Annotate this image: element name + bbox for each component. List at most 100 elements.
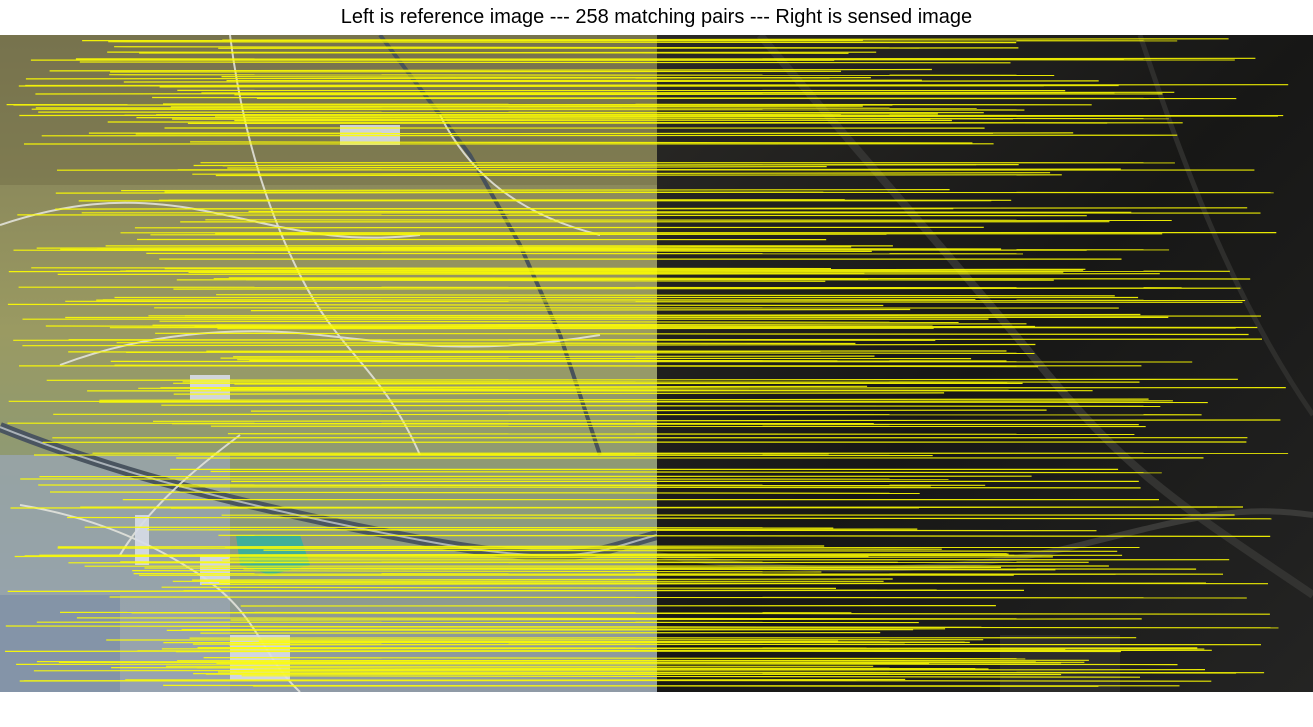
match-line (33, 454, 933, 457)
match-line (102, 299, 1246, 301)
match-line (195, 553, 1009, 556)
match-line (6, 103, 840, 106)
match-line (248, 210, 1132, 213)
match-line (7, 303, 884, 307)
match-line (147, 529, 1097, 532)
match-line (46, 378, 1238, 381)
match-line (8, 400, 1208, 404)
match-line (228, 277, 1251, 280)
match-line (84, 526, 834, 529)
match-line (222, 38, 1229, 41)
match-line (200, 631, 881, 634)
match-line (65, 300, 1243, 303)
match-line (56, 168, 1121, 171)
sensed-image-base (657, 35, 1313, 692)
match-line (151, 57, 1256, 61)
image-canvas (0, 35, 1313, 692)
match-line (227, 433, 1135, 435)
match-lines (4, 38, 1289, 687)
sensed-road (756, 35, 1313, 599)
match-line (31, 267, 832, 270)
match-line (250, 626, 1279, 629)
match-line (107, 121, 1108, 124)
match-line (214, 115, 1279, 118)
match-line (17, 214, 1087, 217)
match-line (210, 470, 1162, 474)
match-line (227, 166, 827, 169)
match-line (152, 96, 1149, 100)
match-line (31, 108, 1025, 111)
match-line (192, 578, 893, 581)
match-line (203, 656, 1026, 660)
match-line (132, 569, 822, 573)
match-line (107, 51, 849, 54)
match-line (152, 419, 1281, 422)
match-line (234, 93, 1163, 96)
match-line (123, 80, 1099, 83)
match-line (121, 189, 950, 192)
match-line (217, 671, 1265, 674)
match-line (173, 287, 1241, 290)
match-line (33, 668, 1206, 672)
match-line (16, 662, 930, 666)
match-line (109, 596, 1247, 599)
match-line (216, 294, 1115, 297)
match-line (108, 41, 1017, 44)
match-line (220, 357, 972, 360)
match-line (38, 111, 984, 114)
match-line (159, 320, 959, 323)
match-line (55, 191, 824, 194)
match-line (155, 332, 1249, 336)
match-line (172, 118, 952, 122)
match-line (159, 84, 1119, 88)
match-line (201, 91, 1175, 94)
match-line (57, 547, 942, 550)
match-line (192, 643, 1262, 646)
match-line (76, 617, 1067, 620)
match-line (193, 164, 1019, 167)
match-line (60, 248, 1170, 251)
match-line (13, 249, 872, 252)
match-line (126, 350, 821, 353)
match-line (171, 423, 1139, 426)
match-svg (0, 35, 1313, 692)
match-line (23, 678, 906, 682)
match-line (250, 409, 1047, 412)
match-line (57, 545, 825, 548)
sensed-image (656, 35, 1313, 692)
sensed-village (1000, 635, 1120, 692)
match-line (38, 484, 931, 487)
match-line (97, 247, 1002, 250)
match-line (218, 534, 1271, 537)
match-line (57, 273, 1160, 275)
match-line (116, 342, 856, 345)
match-line (41, 134, 1178, 137)
match-line (213, 278, 1054, 281)
match-line (173, 392, 945, 395)
match-line (125, 268, 1086, 272)
match-line (134, 226, 984, 229)
match-line (67, 516, 1272, 520)
match-line (241, 675, 1141, 678)
match-line (228, 556, 1053, 559)
match-line (45, 325, 1258, 329)
match-line (136, 116, 1169, 120)
figure-title: Left is reference image --- 258 matching… (340, 6, 973, 28)
match-line (8, 269, 1084, 273)
match-line (192, 172, 1051, 175)
match-line (160, 385, 868, 389)
match-line (133, 572, 1224, 575)
match-line (178, 453, 829, 456)
match-line (233, 355, 875, 358)
match-line (219, 581, 1269, 585)
match-line (161, 586, 837, 590)
match-line (246, 279, 826, 282)
match-line (4, 649, 1066, 653)
match-line (215, 174, 1062, 177)
match-line (205, 219, 1172, 221)
match-line (221, 75, 830, 79)
match-line (110, 360, 1193, 363)
match-line (49, 491, 920, 494)
match-line (212, 566, 1002, 569)
